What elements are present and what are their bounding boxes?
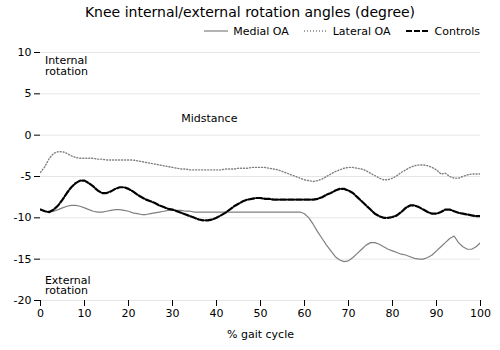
svg-text:0: 0 bbox=[25, 129, 32, 142]
svg-text:% gait cycle: % gait cycle bbox=[227, 328, 294, 341]
svg-text:-5: -5 bbox=[21, 170, 32, 183]
svg-text:30: 30 bbox=[166, 307, 180, 320]
svg-text:70: 70 bbox=[342, 307, 356, 320]
svg-text:90: 90 bbox=[430, 307, 444, 320]
svg-text:Midstance: Midstance bbox=[181, 112, 237, 125]
svg-text:-20: -20 bbox=[14, 294, 32, 307]
svg-text:20: 20 bbox=[122, 307, 136, 320]
html-text:Lateral OA: Lateral OA bbox=[332, 24, 391, 38]
svg-text:0: 0 bbox=[37, 307, 44, 320]
html-text:Controls: Controls bbox=[434, 24, 480, 38]
svg-text:10: 10 bbox=[78, 307, 92, 320]
svg-text:-15: -15 bbox=[14, 253, 32, 266]
svg-text:10: 10 bbox=[18, 46, 32, 59]
svg-text:5: 5 bbox=[25, 87, 32, 100]
html-text:Knee internal/external rotatio: Knee internal/external rotation angles (… bbox=[84, 4, 416, 20]
html-text:Medial OA: Medial OA bbox=[233, 24, 289, 38]
svg-text:40: 40 bbox=[210, 307, 224, 320]
svg-text:60: 60 bbox=[298, 307, 312, 320]
svg-text:80: 80 bbox=[386, 307, 400, 320]
svg-text:Externalrotation: Externalrotation bbox=[45, 274, 91, 298]
svg-text:Internalrotation: Internalrotation bbox=[45, 54, 88, 78]
svg-text:100: 100 bbox=[470, 307, 491, 320]
svg-text:-10: -10 bbox=[14, 211, 32, 224]
svg-text:50: 50 bbox=[254, 307, 268, 320]
